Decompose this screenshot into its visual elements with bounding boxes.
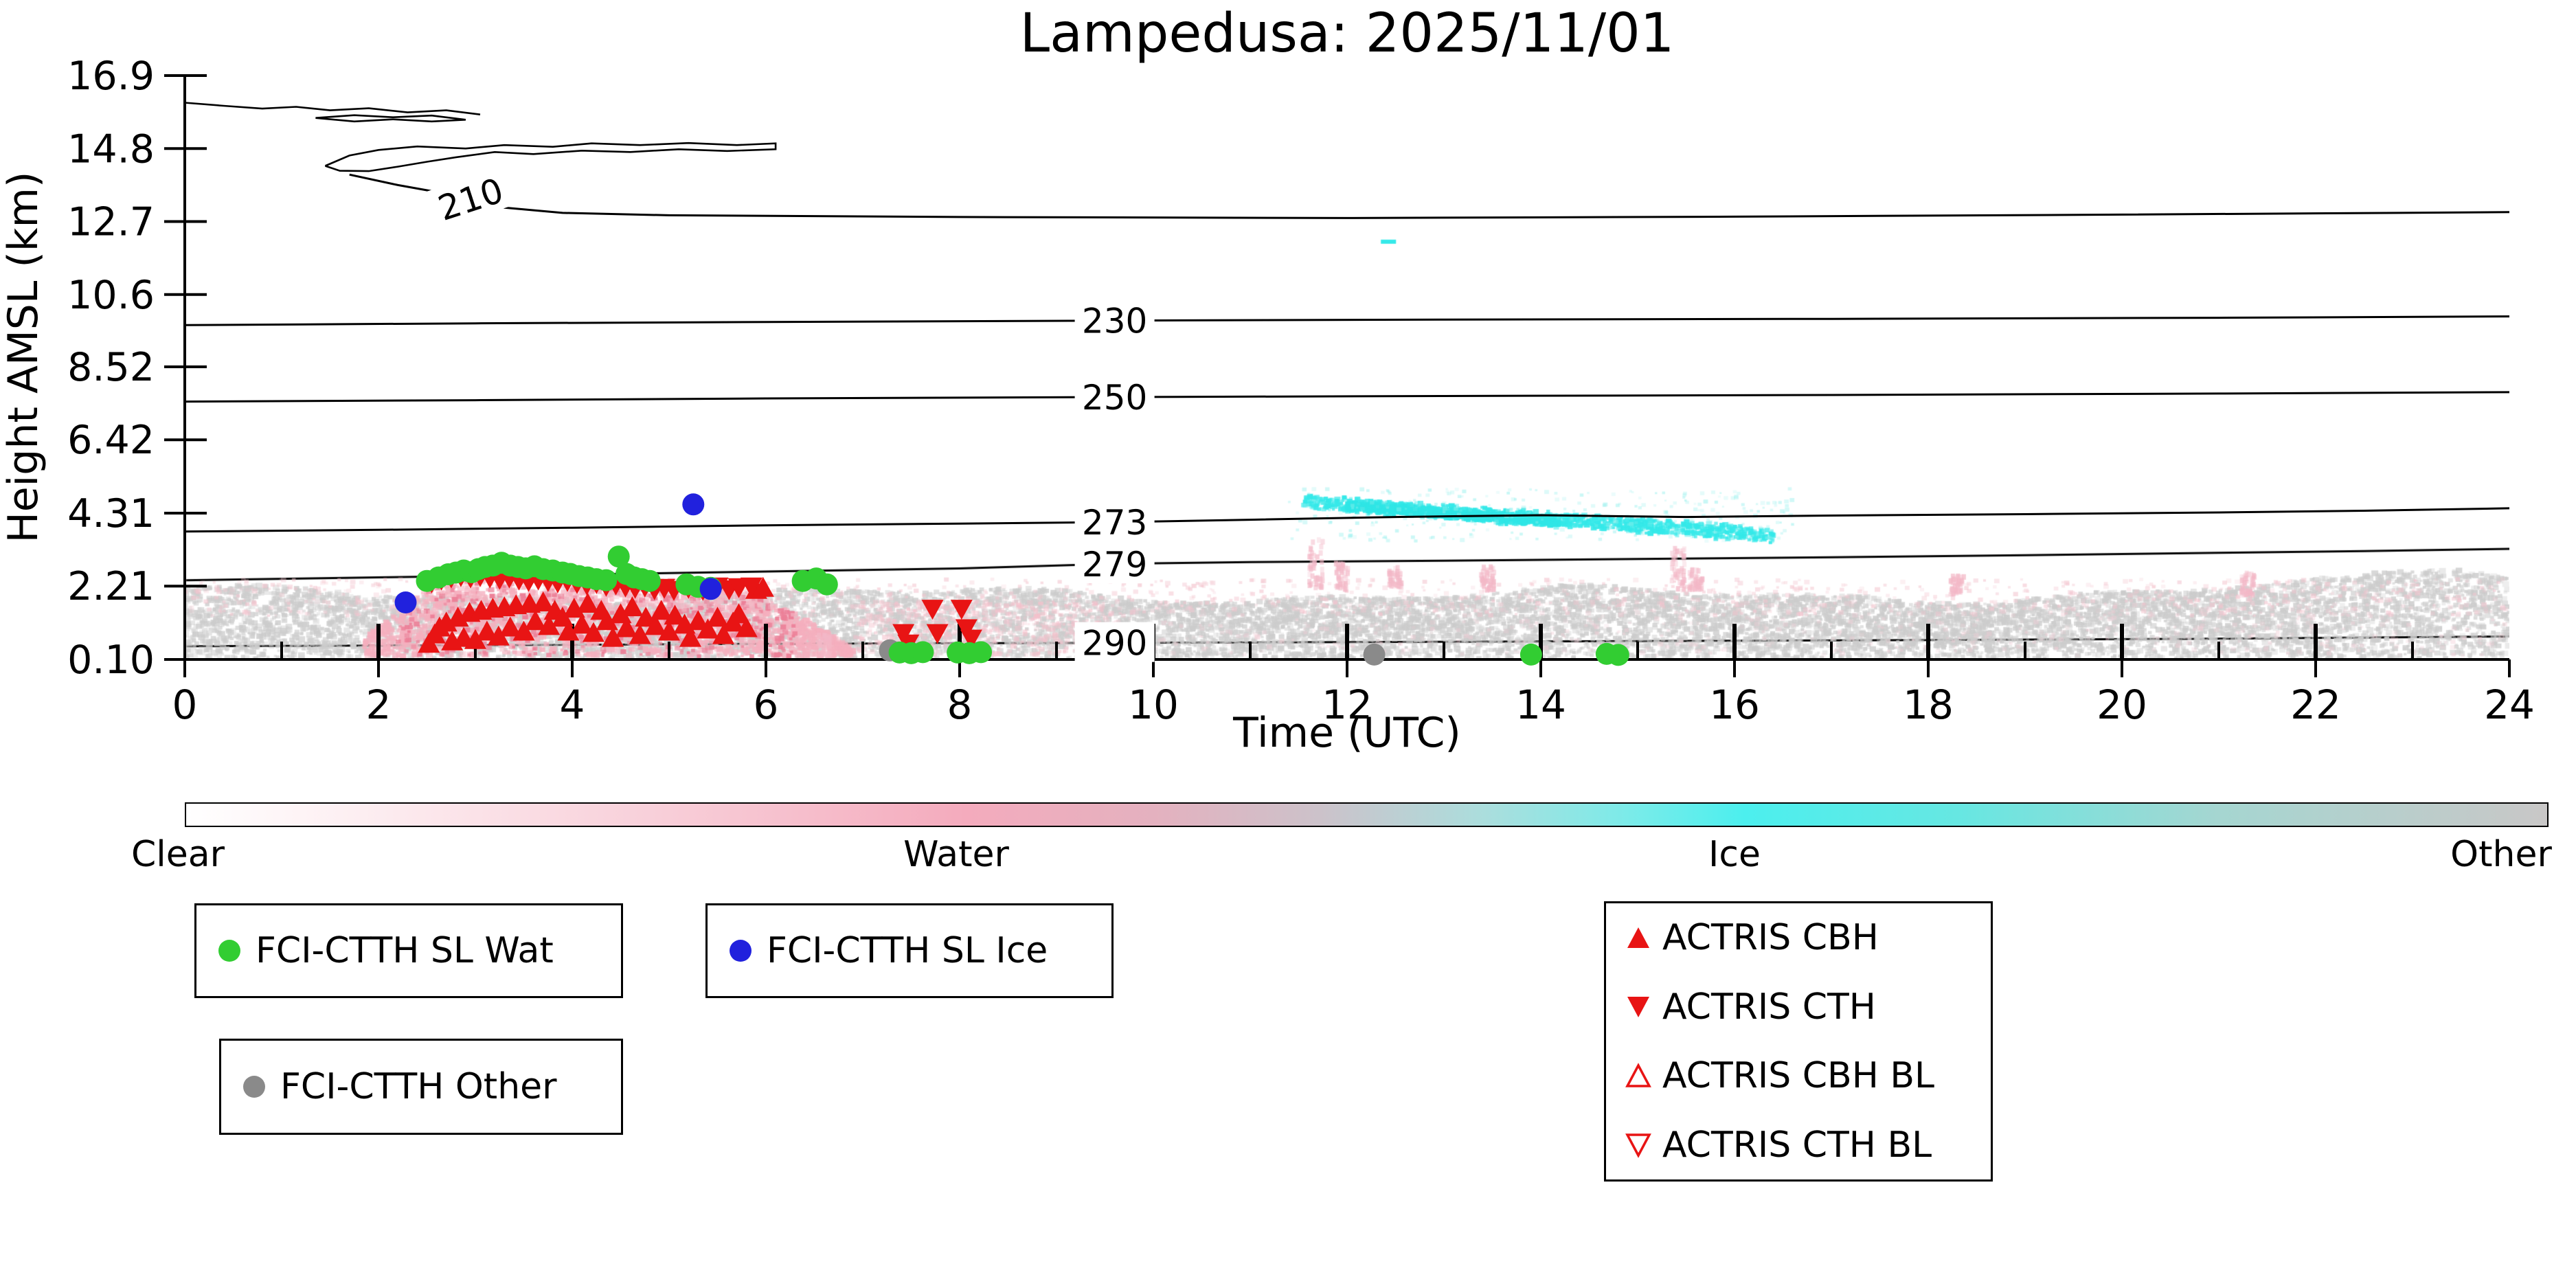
y-tick-label: 12.7 <box>67 200 155 245</box>
svg-text:290: 290 <box>1082 624 1147 664</box>
x-tick-label: 14 <box>1515 681 1566 728</box>
legend-fci-wat: FCI-CTTH SL Wat <box>194 903 623 998</box>
y-tick-label: 16.9 <box>67 54 155 99</box>
svg-text:230: 230 <box>1082 302 1147 341</box>
contour-label-230: 230 <box>1074 300 1155 341</box>
colorbar <box>185 802 2549 827</box>
cth-triangle-down-icon <box>1627 996 1649 1017</box>
colorbar-label-ice: Ice <box>1708 834 1761 875</box>
legend-fci-ice: FCI-CTTH SL Ice <box>705 903 1114 998</box>
series-fci-ctth-sl-ice <box>394 493 722 613</box>
water-dot-icon <box>218 940 240 962</box>
y-tick-label: 14.8 <box>67 126 155 172</box>
legend-actris: ACTRIS CBH ACTRIS CTH ACTRIS CBH BL ACTR… <box>1604 901 1993 1182</box>
x-tick-label: 20 <box>2097 681 2147 728</box>
x-tick-label: 18 <box>1903 681 1954 728</box>
chart-title: Lampedusa: 2025/11/01 <box>1019 3 1675 65</box>
y-tick-label: 4.31 <box>67 491 155 536</box>
cth-bl-triangle-down-open-icon <box>1625 1133 1651 1158</box>
legend-fci-other: FCI-CTTH Other <box>219 1039 623 1135</box>
cbh-bl-triangle-up-open-icon <box>1625 1063 1651 1088</box>
legend-label-fci-other: FCI-CTTH Other <box>280 1066 557 1107</box>
svg-text:210: 210 <box>433 170 508 229</box>
legend-label-cth: ACTRIS CTH <box>1662 986 1876 1028</box>
other-dot-icon <box>243 1076 265 1098</box>
x-tick-label: 12 <box>1322 681 1372 728</box>
legend-label-cbh-bl: ACTRIS CBH BL <box>1662 1055 1934 1097</box>
svg-text:250: 250 <box>1082 378 1147 418</box>
colorbar-label-other: Other <box>2450 834 2552 875</box>
x-tick-label: 16 <box>1709 681 1760 728</box>
legend-label-fci-wat: FCI-CTTH SL Wat <box>256 930 554 971</box>
svg-text:273: 273 <box>1082 503 1147 543</box>
series-actris-cbh <box>418 576 774 653</box>
x-tick-label: 6 <box>754 681 779 728</box>
legend-row-cth-bl: ACTRIS CTH BL <box>1625 1125 1932 1166</box>
y-tick-label: 6.42 <box>67 418 155 463</box>
ice-dot-icon <box>730 940 752 962</box>
y-tick-label: 8.52 <box>67 345 155 390</box>
x-tick-label: 10 <box>1128 681 1179 728</box>
legend-label-cth-bl: ACTRIS CTH BL <box>1662 1124 1932 1166</box>
contour-label-273: 273 <box>1074 501 1155 543</box>
y-tick-label: 0.10 <box>67 637 155 683</box>
colorbar-label-water: Water <box>903 834 1009 875</box>
legend-row-cth: ACTRIS CTH <box>1625 986 1876 1028</box>
x-tick-label: 2 <box>366 681 392 728</box>
legend-label-fci-ice: FCI-CTTH SL Ice <box>767 930 1048 971</box>
x-tick-label: 24 <box>2484 681 2535 728</box>
legend-row-cbh-bl: ACTRIS CBH BL <box>1625 1055 1934 1096</box>
contour-lines <box>184 102 2510 533</box>
x-tick-label: 0 <box>172 681 198 728</box>
classification-mesh <box>185 76 2509 659</box>
x-tick-label: 22 <box>2290 681 2341 728</box>
y-tick-label: 2.21 <box>67 564 155 609</box>
series-fci-ctth-sl-wat <box>416 545 1629 666</box>
contour-label-279: 279 <box>1074 543 1155 585</box>
colorbar-label-clear: Clear <box>131 834 225 875</box>
svg-text:279: 279 <box>1082 545 1147 585</box>
contour-label-290: 290 <box>1074 622 1155 664</box>
contour-label-210: 210 <box>426 167 515 230</box>
contour-label-250: 250 <box>1074 376 1155 418</box>
legend-row-cbh: ACTRIS CBH <box>1625 917 1879 958</box>
x-tick-label: 8 <box>947 681 973 728</box>
x-tick-label: 4 <box>560 681 585 728</box>
x-axis-label: Time (UTC) <box>1233 709 1461 757</box>
y-tick-label: 10.6 <box>67 273 155 318</box>
cbh-triangle-up-icon <box>1627 927 1649 948</box>
legend-label-cbh: ACTRIS CBH <box>1662 917 1879 958</box>
